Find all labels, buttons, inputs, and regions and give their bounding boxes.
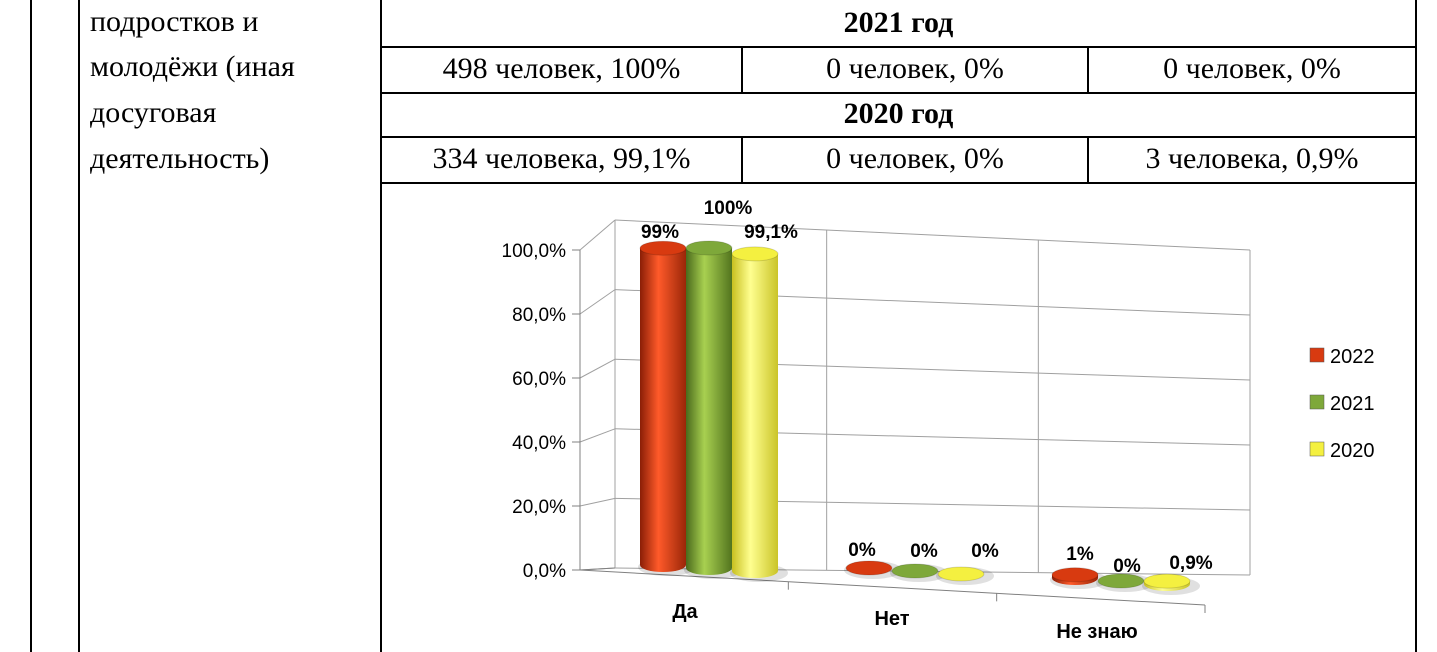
table-border-col2 <box>380 0 382 652</box>
data-label: 99% <box>641 222 679 243</box>
table-border-left <box>30 0 32 652</box>
cell-divider-2021-b <box>1087 46 1089 93</box>
bar-2020-1 <box>936 566 994 585</box>
legend-label: 2022 <box>1330 346 1375 368</box>
y-tick-label: 100,0% <box>502 241 567 262</box>
bar-2021-0 <box>684 240 742 579</box>
cell-divider-2020-a <box>741 136 743 183</box>
bar-2021-2 <box>1096 573 1154 592</box>
bar-2021-1 <box>890 563 948 582</box>
bar-top <box>937 566 985 582</box>
x-axis <box>579 569 1206 606</box>
side-gridline <box>579 219 616 251</box>
chart-y-ticks: 0,0% 20,0% 40,0% 60,0% 80,0% 100,0% <box>502 241 567 582</box>
bar-body <box>640 248 686 565</box>
left-cell-line-1: подростков и <box>90 5 259 38</box>
bar-2020-0 <box>730 246 788 582</box>
data-label: 99,1% <box>744 222 798 243</box>
chart-bars: 99% 0% 1% 100% 0% 0% 99,1% 0% 0,9% <box>638 198 1213 595</box>
left-cell-line-3: досуговая <box>90 96 217 129</box>
bar-bottom <box>686 561 732 575</box>
side-gridline <box>579 428 616 443</box>
row-divider-1 <box>380 46 1417 48</box>
year-2021-heading: 2021 год <box>843 6 954 39</box>
y-tick-label: 60,0% <box>512 369 566 390</box>
bar-bottom <box>640 558 686 572</box>
cell-divider-2020-b <box>1087 136 1089 183</box>
year-2020-heading: 2020 год <box>843 97 954 130</box>
left-cell-line-4: деятельность) <box>90 142 270 175</box>
side-gridline <box>579 497 616 507</box>
data-label: 0% <box>848 540 876 561</box>
bar-body <box>732 253 778 571</box>
data-label: 0% <box>1113 556 1141 577</box>
side-gridline <box>579 289 616 315</box>
row-divider-2 <box>380 92 1417 94</box>
side-gridline <box>579 358 616 379</box>
gridline <box>614 219 1251 251</box>
category-label: Не знаю <box>1056 621 1137 643</box>
bar-top <box>1143 573 1191 589</box>
cell-2021-yes: 498 человек, 100% <box>442 52 681 85</box>
cell-2021-no: 0 человек, 0% <box>826 52 1004 85</box>
data-label: 0% <box>910 541 938 562</box>
table-border-col1 <box>78 0 80 652</box>
bar-top <box>1051 567 1099 583</box>
row-divider-3 <box>380 136 1417 138</box>
bar-top <box>685 240 733 256</box>
bar-body <box>686 248 732 568</box>
table-border-right <box>1415 0 1417 652</box>
legend-swatch <box>1309 394 1325 410</box>
cell-2020-dontknow: 3 человека, 0,9% <box>1145 142 1359 175</box>
bar-2022-2 <box>1050 567 1108 589</box>
y-tick-label: 80,0% <box>512 305 566 326</box>
bar-top <box>891 563 939 579</box>
cell-2021-dontknow: 0 человек, 0% <box>1163 52 1341 85</box>
data-label: 1% <box>1066 544 1094 565</box>
data-label: 0,9% <box>1169 553 1212 574</box>
left-cell-line-2: молодёжи (иная <box>90 50 295 83</box>
legend-swatch <box>1309 441 1325 457</box>
data-label: 0% <box>971 541 999 562</box>
bar-2020-2 <box>1142 573 1200 595</box>
chart-legend: 2022 2021 2020 <box>1309 346 1375 462</box>
bar-top <box>639 240 687 256</box>
y-tick-label: 20,0% <box>512 497 566 518</box>
bar-bottom <box>732 564 778 578</box>
y-tick-label: 0,0% <box>523 561 566 582</box>
category-label: Нет <box>874 608 909 630</box>
bar-top <box>731 246 779 262</box>
bar-top <box>1097 573 1145 589</box>
row-divider-4 <box>380 182 1417 184</box>
cell-divider-2021-a <box>741 46 743 93</box>
category-label: Да <box>672 601 698 623</box>
chart-categories: Да Нет Не знаю <box>672 601 1137 643</box>
legend-swatch <box>1309 347 1325 363</box>
cell-2020-no: 0 человек, 0% <box>826 142 1004 175</box>
y-tick-label: 40,0% <box>512 433 566 454</box>
data-label: 100% <box>704 198 753 219</box>
cell-2020-yes: 334 человека, 99,1% <box>432 142 691 175</box>
legend-label: 2020 <box>1330 440 1375 462</box>
floor-left-edge <box>579 567 616 571</box>
bar-2022-0 <box>638 240 696 576</box>
bar-top <box>845 560 893 576</box>
bar-2022-1 <box>844 560 902 579</box>
legend-label: 2021 <box>1330 393 1375 415</box>
